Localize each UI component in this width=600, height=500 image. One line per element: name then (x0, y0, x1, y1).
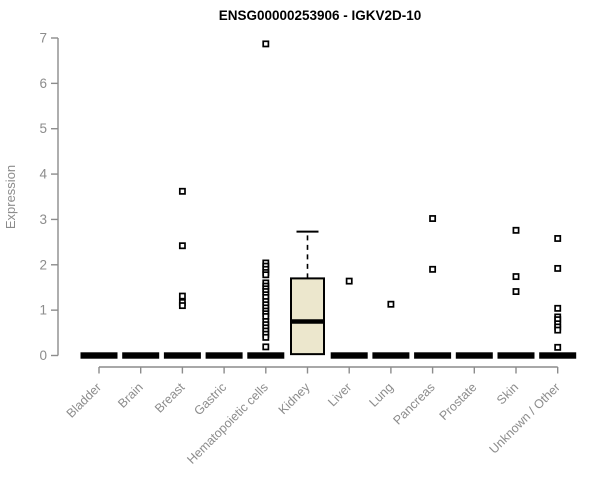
outlier-point (554, 326, 562, 334)
outlier-point (512, 273, 520, 281)
y-tick-label: 0 (39, 348, 47, 363)
x-category-label: Unknown / Other (487, 380, 563, 456)
y-tick-label: 4 (39, 167, 47, 182)
zero-box (205, 352, 243, 359)
y-tick-label: 2 (39, 257, 47, 272)
y-tick-label: 3 (39, 212, 47, 227)
y-tick-label: 6 (39, 76, 47, 91)
outlier-point (554, 343, 562, 351)
zero-box (539, 352, 577, 359)
zero-box (247, 352, 285, 359)
x-category-label: Pancreas (390, 380, 437, 427)
zero-box (372, 352, 410, 359)
chart-title: ENSG00000253906 - IGKV2D-10 (218, 8, 422, 23)
outlier-point (178, 242, 186, 250)
y-tick-label: 5 (39, 121, 47, 136)
box-rect (290, 277, 325, 356)
zero-box (497, 352, 535, 359)
x-category-label: Hematopoietic cells (184, 380, 271, 467)
outlier-point (178, 292, 186, 300)
x-category-label: Prostate (437, 380, 480, 423)
outlier-point (429, 215, 437, 222)
zero-box (455, 352, 493, 359)
outlier-point (178, 302, 186, 310)
outlier-point (387, 300, 395, 308)
outlier-point (262, 343, 270, 351)
outlier-point (178, 187, 186, 195)
x-category-label: Gastric (191, 380, 229, 418)
x-category-label: Breast (152, 380, 188, 416)
outlier-point (429, 265, 437, 273)
outlier-point (262, 333, 270, 341)
y-axis-title: Expression (3, 164, 18, 230)
zero-box (80, 352, 118, 359)
zero-box (122, 352, 160, 359)
x-category-label: Brain (115, 380, 146, 411)
outlier-point (554, 304, 562, 312)
zero-box (163, 352, 201, 359)
outlier-point (512, 226, 520, 234)
outlier-point (554, 264, 562, 272)
zero-box (414, 352, 452, 359)
y-tick-label: 1 (39, 303, 47, 318)
outlier-point (512, 288, 520, 295)
outlier-point (554, 235, 562, 242)
outlier-point (262, 271, 270, 279)
y-tick-label: 7 (39, 31, 47, 46)
outlier-point (262, 40, 270, 48)
x-category-label: Bladder (64, 380, 104, 420)
zero-box (330, 352, 368, 359)
x-category-label: Lung (366, 380, 396, 410)
x-category-label: Liver (325, 380, 354, 409)
x-category-label: Skin (494, 380, 521, 407)
outlier-point (345, 277, 353, 285)
x-category-label: Kidney (276, 380, 313, 417)
